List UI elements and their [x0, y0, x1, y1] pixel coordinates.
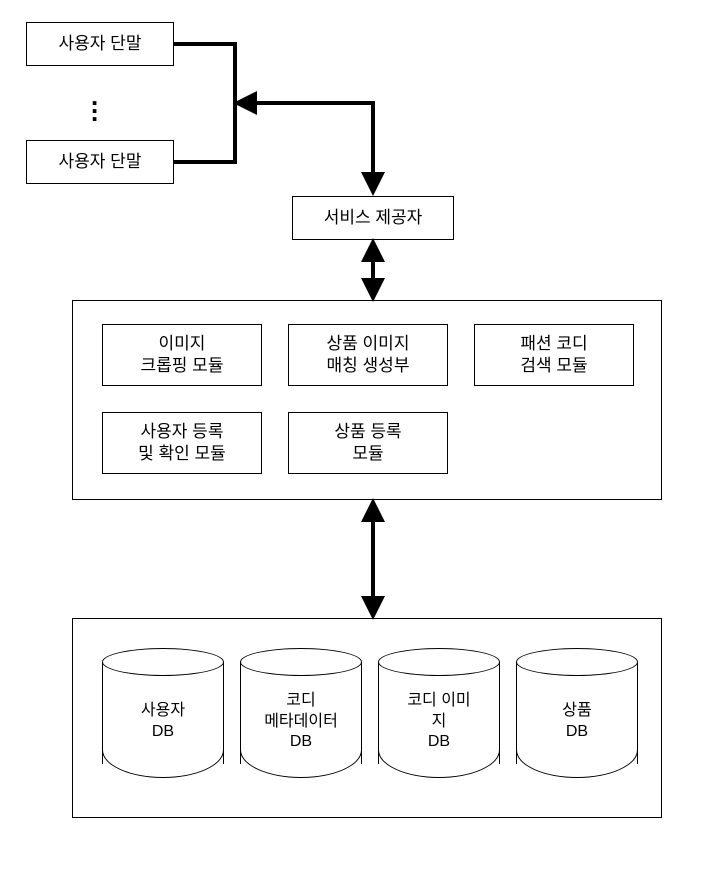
node-label: 사용자 단말: [59, 33, 142, 55]
node-label: 서비스 제공자: [324, 207, 423, 229]
node-user-terminal-1: 사용자 단말: [26, 22, 174, 66]
node-label: 상품 등록 모듈: [334, 421, 401, 465]
node-module-fashion-search: 패션 코디 검색 모듈: [474, 324, 634, 386]
node-module-product-image-matching: 상품 이미지 매칭 생성부: [288, 324, 448, 386]
db-product: 상품 DB: [516, 648, 638, 778]
ellipsis-dots: ...: [91, 92, 98, 116]
db-label: 상품 DB: [562, 701, 591, 743]
db-coordi-metadata: 코디 메타데이터 DB: [240, 648, 362, 778]
node-label: 이미지 크롭핑 모듈: [141, 333, 224, 377]
node-module-product-registration: 상품 등록 모듈: [288, 412, 448, 474]
node-label: 상품 이미지 매칭 생성부: [327, 333, 410, 377]
node-label: 사용자 단말: [59, 151, 142, 173]
db-coordi-image: 코디 이미 지 DB: [378, 648, 500, 778]
db-label: 코디 이미 지 DB: [407, 691, 470, 753]
node-label: 사용자 등록 및 확인 모듈: [138, 421, 226, 465]
node-module-image-cropping: 이미지 크롭핑 모듈: [102, 324, 262, 386]
node-module-user-registration: 사용자 등록 및 확인 모듈: [102, 412, 262, 474]
node-label: 패션 코디 검색 모듈: [520, 333, 587, 377]
node-service-provider: 서비스 제공자: [292, 196, 454, 240]
node-user-terminal-2: 사용자 단말: [26, 140, 174, 184]
db-user: 사용자 DB: [102, 648, 224, 778]
db-label: 사용자 DB: [141, 701, 185, 743]
db-label: 코디 메타데이터 DB: [264, 691, 338, 753]
